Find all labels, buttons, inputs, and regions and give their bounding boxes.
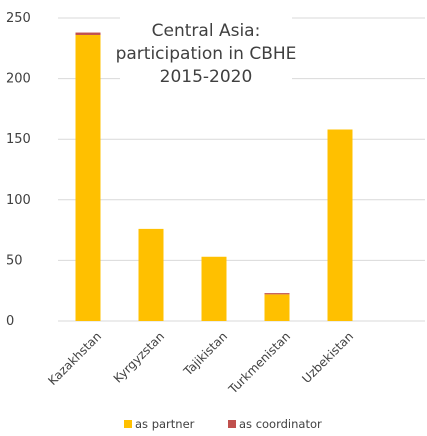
legend-label-partner: as partner — [135, 417, 195, 431]
y-tick-label: 50 — [6, 253, 23, 268]
category-labels: Kazakhstan Kyrgyzstan TajikistanTurkmenist… — [45, 329, 356, 397]
chart-title: Central Asia: participation in CBHE 2015… — [116, 16, 297, 88]
title-line-3: 2015-2020 — [160, 67, 253, 87]
bar-turkmenistan-partner — [264, 294, 290, 321]
bar-kazakhstan-partner — [75, 34, 101, 322]
y-tick-label: 100 — [6, 193, 31, 208]
bar-kyrgyzstan-partner — [138, 228, 164, 321]
category-label: Turkmenistan — [225, 329, 293, 397]
y-axis-ticks: 0 50 100 150 200 250 — [6, 11, 31, 329]
bars — [75, 32, 353, 322]
category-label: Kazakhstan — [45, 329, 104, 388]
y-tick-label: 250 — [6, 11, 31, 26]
bar-turkmenistan-coordinator — [264, 293, 290, 295]
category-label: Tajikistan — [180, 329, 230, 379]
category-label: Uzbekistan — [299, 329, 356, 386]
bar-tajikistan-partner — [201, 256, 227, 321]
bar-kazakhstan-coordinator — [75, 32, 101, 35]
legend-label-coordinator: as coordinator — [239, 417, 322, 431]
bar-uzbekistan-partner — [327, 129, 353, 321]
y-tick-label: 0 — [6, 314, 14, 329]
y-tick-label: 150 — [6, 132, 31, 147]
category-label: Kyrgyzstan — [111, 329, 167, 385]
legend-swatch-partner — [124, 420, 132, 428]
title-line-2: participation in CBHE — [116, 44, 297, 64]
title-line-1: Central Asia: — [152, 21, 261, 41]
legend: as partner as coordinator — [124, 417, 322, 431]
legend-swatch-coordinator — [228, 420, 236, 428]
y-tick-label: 200 — [6, 72, 31, 87]
